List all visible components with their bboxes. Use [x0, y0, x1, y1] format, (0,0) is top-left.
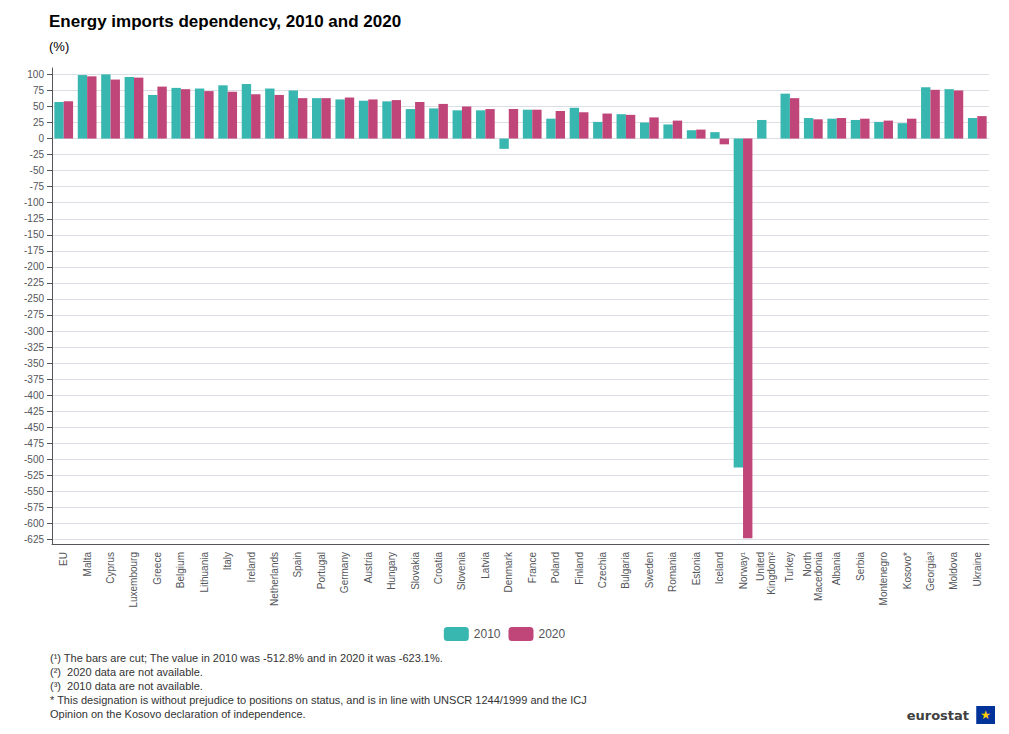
svg-text:-250: -250: [24, 293, 44, 304]
svg-text:-125: -125: [24, 213, 44, 224]
svg-text:-500: -500: [24, 454, 44, 465]
svg-text:Kingdom²: Kingdom²: [766, 551, 777, 594]
svg-text:Ukraine: Ukraine: [972, 552, 983, 587]
svg-text:Energy imports dependency, 201: Energy imports dependency, 2010 and 2020: [49, 12, 401, 31]
svg-text:United: United: [755, 552, 766, 581]
svg-text:Latvia: Latvia: [480, 552, 491, 579]
svg-text:-150: -150: [24, 229, 44, 240]
svg-text:100: 100: [27, 69, 44, 80]
svg-text:Georgia³: Georgia³: [925, 551, 936, 591]
svg-text:Belgium: Belgium: [175, 552, 186, 588]
svg-text:Portugal: Portugal: [316, 552, 327, 589]
svg-text:2020: 2020: [539, 627, 566, 641]
svg-text:★: ★: [980, 708, 991, 722]
svg-text:Netherlands: Netherlands: [269, 552, 280, 606]
svg-text:Slovakia: Slovakia: [410, 552, 421, 590]
svg-text:-525: -525: [24, 470, 44, 481]
svg-text:Poland: Poland: [550, 552, 561, 583]
svg-text:Kosovo*: Kosovo*: [902, 552, 913, 589]
svg-text:Hungary: Hungary: [386, 552, 397, 590]
svg-text:* This designation is without: * This designation is without prejudice …: [50, 694, 587, 706]
svg-text:Sweden: Sweden: [644, 552, 655, 588]
svg-text:-450: -450: [24, 422, 44, 433]
svg-text:Turkey: Turkey: [784, 552, 795, 582]
svg-text:Malta: Malta: [82, 552, 93, 577]
svg-text:Estonia: Estonia: [691, 552, 702, 586]
svg-text:France: France: [527, 552, 538, 584]
svg-text:Macedonia: Macedonia: [813, 552, 824, 601]
svg-text:-575: -575: [24, 502, 44, 513]
svg-text:Finland: Finland: [574, 552, 585, 585]
svg-text:-300: -300: [24, 326, 44, 337]
svg-text:(¹) The bars are cut; The valu: (¹) The bars are cut; The value in 2010 …: [50, 652, 443, 664]
svg-text:Slovenia: Slovenia: [456, 552, 467, 591]
svg-text:25: 25: [33, 117, 45, 128]
svg-text:Iceland: Iceland: [714, 552, 725, 584]
svg-text:-200: -200: [24, 261, 44, 272]
svg-text:Romania: Romania: [667, 552, 678, 592]
svg-text:-625: -625: [24, 534, 44, 545]
svg-text:Croatia: Croatia: [433, 552, 444, 585]
svg-text:-475: -475: [24, 438, 44, 449]
svg-text:Denmark: Denmark: [503, 551, 514, 593]
svg-text:Greece: Greece: [152, 552, 163, 585]
svg-text:-350: -350: [24, 358, 44, 369]
svg-text:Lithuania: Lithuania: [199, 552, 210, 593]
svg-text:Moldova: Moldova: [948, 552, 959, 590]
svg-text:(%): (%): [49, 39, 69, 54]
svg-text:-275: -275: [24, 309, 44, 320]
svg-text:75: 75: [33, 85, 45, 96]
svg-text:-225: -225: [24, 277, 44, 288]
svg-text:Cyprus: Cyprus: [105, 552, 116, 584]
svg-text:Spain: Spain: [292, 552, 303, 578]
svg-text:Montenegro: Montenegro: [878, 552, 889, 606]
svg-text:Serbia: Serbia: [855, 552, 866, 581]
svg-text:-425: -425: [24, 406, 44, 417]
svg-text:-375: -375: [24, 374, 44, 385]
svg-text:-100: -100: [24, 197, 44, 208]
svg-text:Bulgaria: Bulgaria: [620, 552, 631, 589]
svg-text:Ireland: Ireland: [246, 552, 257, 583]
svg-text:Germany: Germany: [339, 552, 350, 593]
svg-text:Albania: Albania: [831, 552, 842, 586]
svg-text:(²) 2020 data are not availab: (²) 2020 data are not available.: [50, 666, 203, 678]
svg-text:2010: 2010: [474, 627, 501, 641]
svg-text:-550: -550: [24, 486, 44, 497]
svg-text:North: North: [802, 552, 813, 576]
svg-text:-25: -25: [30, 149, 45, 160]
svg-text:-175: -175: [24, 245, 44, 256]
svg-text:EU: EU: [58, 552, 69, 566]
svg-text:0: 0: [38, 133, 44, 144]
svg-text:Italy: Italy: [222, 552, 233, 570]
svg-text:Austria: Austria: [363, 552, 374, 584]
svg-text:Norway¹: Norway¹: [738, 551, 749, 589]
svg-text:-50: -50: [30, 165, 45, 176]
svg-text:Luxembourg: Luxembourg: [128, 552, 139, 608]
svg-text:-75: -75: [30, 181, 45, 192]
svg-text:(³) 2010 data are not availab: (³) 2010 data are not available.: [50, 680, 203, 692]
svg-text:eurostat: eurostat: [907, 708, 969, 723]
svg-text:Opinion on the Kosovo declarat: Opinion on the Kosovo declaration of ind…: [50, 708, 306, 720]
svg-text:-600: -600: [24, 518, 44, 529]
svg-text:-400: -400: [24, 390, 44, 401]
svg-text:Czechia: Czechia: [597, 552, 608, 589]
svg-text:50: 50: [33, 101, 45, 112]
svg-text:-325: -325: [24, 342, 44, 353]
